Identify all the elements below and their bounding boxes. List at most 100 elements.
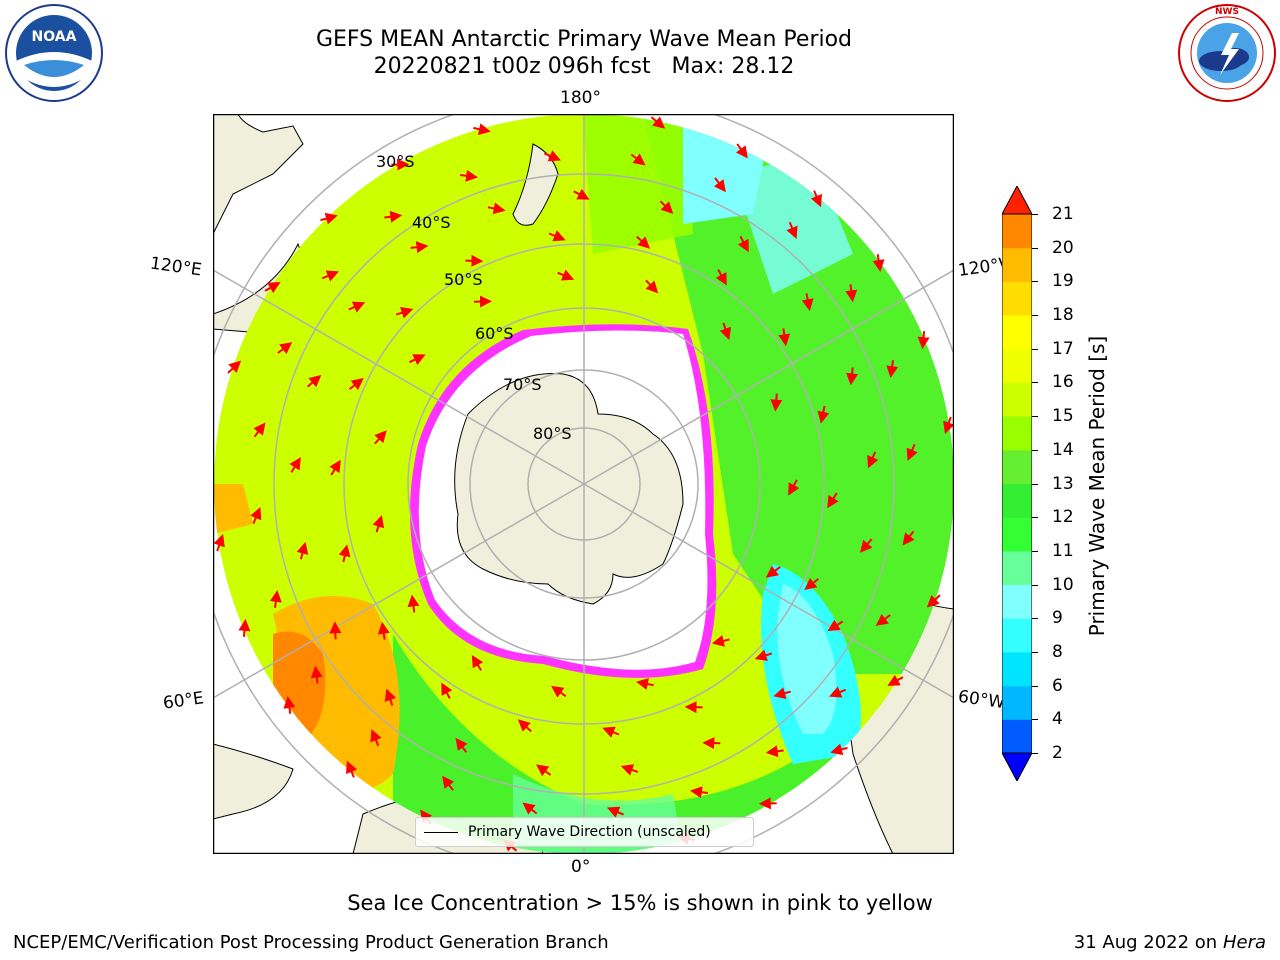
wave-arrow <box>348 377 364 391</box>
wave-arrow <box>517 719 532 733</box>
wave-arrow <box>321 270 339 282</box>
wave-arrow <box>859 538 873 553</box>
colorbar <box>1002 186 1032 781</box>
colorbar-tick-mark <box>1032 247 1038 249</box>
wave-arrow <box>557 269 575 281</box>
wave-arrow <box>636 678 654 690</box>
wave-arrow <box>442 775 455 791</box>
colorbar-tick-label: 12 <box>1052 507 1074 528</box>
colorbar-band <box>1002 685 1032 720</box>
wave-arrow <box>659 200 674 214</box>
colorbar-tick-mark <box>1032 449 1038 451</box>
colorbar-band <box>1002 618 1032 653</box>
footer-date-text: 31 Aug 2022 on <box>1073 932 1218 953</box>
colorbar-tick-mark <box>1032 651 1038 653</box>
colorbar-band <box>1002 348 1032 383</box>
colorbar-tick-mark <box>1032 753 1038 754</box>
noaa-text: NOAA <box>32 29 77 45</box>
wave-arrow <box>872 254 885 272</box>
wave-arrow <box>788 479 800 496</box>
colorbar-band <box>1002 584 1032 619</box>
wave-arrow <box>536 764 552 777</box>
colorbar-tick-mark <box>1032 483 1038 485</box>
wave-arrow <box>689 786 708 799</box>
wave-arrow <box>886 360 899 379</box>
colorbar-tick-mark <box>1032 584 1038 586</box>
wave-arrow <box>407 594 420 613</box>
wave-arrow <box>845 284 858 303</box>
colorbar-tick-label: 18 <box>1052 305 1074 326</box>
wave-arrow <box>719 322 732 341</box>
colorbar-tick-mark <box>1032 685 1038 687</box>
lon-label-60e: 60°E <box>161 688 206 714</box>
wave-arrow <box>620 764 639 776</box>
wave-arrow <box>384 688 397 706</box>
wave-arrow <box>917 331 930 350</box>
wave-arrow <box>473 123 491 136</box>
map-canvas <box>213 114 954 854</box>
colorbar-tick-mark <box>1032 214 1038 215</box>
wave-arrow <box>830 743 848 756</box>
lat-label-60s: 60°S <box>475 324 514 343</box>
colorbar-tick-mark <box>1032 348 1038 350</box>
wave-arrow <box>487 202 506 215</box>
wave-arrow <box>943 416 954 434</box>
colorbar-tick-mark <box>1032 315 1038 317</box>
colorbar-band <box>1002 517 1032 552</box>
wave-arrow <box>765 565 781 578</box>
colorbar-band <box>1002 719 1032 754</box>
colorbar-tick-label: 13 <box>1052 473 1074 494</box>
wave-arrow <box>906 444 918 462</box>
colorbar-tick-mark <box>1032 618 1038 620</box>
colorbar-band <box>1002 416 1032 451</box>
colorbar-band <box>1002 483 1032 518</box>
graticule <box>213 114 954 854</box>
lat-label-80s: 80°S <box>533 424 572 443</box>
colorbar-tick-label: 16 <box>1052 372 1074 393</box>
wave-arrow <box>737 235 749 253</box>
lon-label-120e: 120°E <box>148 253 203 281</box>
wave-arrow <box>773 687 791 699</box>
wave-arrow <box>827 492 839 509</box>
colorbar-tick-label: 9 <box>1052 608 1063 629</box>
lon-label-60w: 60°W <box>956 686 1007 714</box>
wave-arrow <box>384 210 403 223</box>
wave-arrow <box>887 674 904 686</box>
colorbar-tick-label: 10 <box>1052 574 1074 595</box>
wave-arrow <box>253 422 266 438</box>
colorbar-tick-label: 6 <box>1052 675 1063 696</box>
colorbar-tick-label: 11 <box>1052 540 1074 561</box>
land-new-zealand <box>512 143 559 226</box>
nws-logo: NWS <box>1178 4 1276 102</box>
lat-label-40s: 40°S <box>412 213 451 232</box>
wave-arrow <box>573 188 590 200</box>
wave-arrow <box>395 307 414 319</box>
wave-arrow <box>471 654 484 671</box>
wave-arrow <box>346 760 358 778</box>
colorbar-band <box>1002 382 1032 417</box>
wave-arrow <box>522 802 538 815</box>
colorbar-tick-label: 19 <box>1052 271 1074 292</box>
map-legend: Primary Wave Direction (unscaled) <box>415 817 754 847</box>
footer-host: Hera <box>1222 932 1266 953</box>
wave-arrow <box>735 143 748 159</box>
wave-arrow <box>551 685 567 698</box>
lat-label-30s: 30°S <box>376 152 415 171</box>
wave-arrow <box>606 806 624 818</box>
sea-ice-note: Sea Ice Concentration > 15% is shown in … <box>347 891 933 915</box>
map-subtitle: 20220821 t00z 096h fcst Max: 28.12 <box>373 54 795 79</box>
colorbar-tick-label: 8 <box>1052 641 1063 662</box>
wave-arrow <box>636 235 651 249</box>
wave-arrow <box>875 613 891 626</box>
wave-arrow <box>455 737 468 753</box>
legend-label: Primary Wave Direction (unscaled) <box>468 824 711 840</box>
colorbar-band <box>1002 214 1032 249</box>
lat-label-70s: 70°S <box>503 375 542 394</box>
colorbar-band <box>1002 247 1032 282</box>
svg-text:NWS: NWS <box>1215 7 1239 17</box>
wave-arrow <box>227 360 242 374</box>
wave-arrow <box>250 506 262 524</box>
colorbar-tick-mark <box>1032 719 1038 721</box>
wave-arrow <box>460 169 479 182</box>
colorbar-tick-mark <box>1032 550 1038 552</box>
